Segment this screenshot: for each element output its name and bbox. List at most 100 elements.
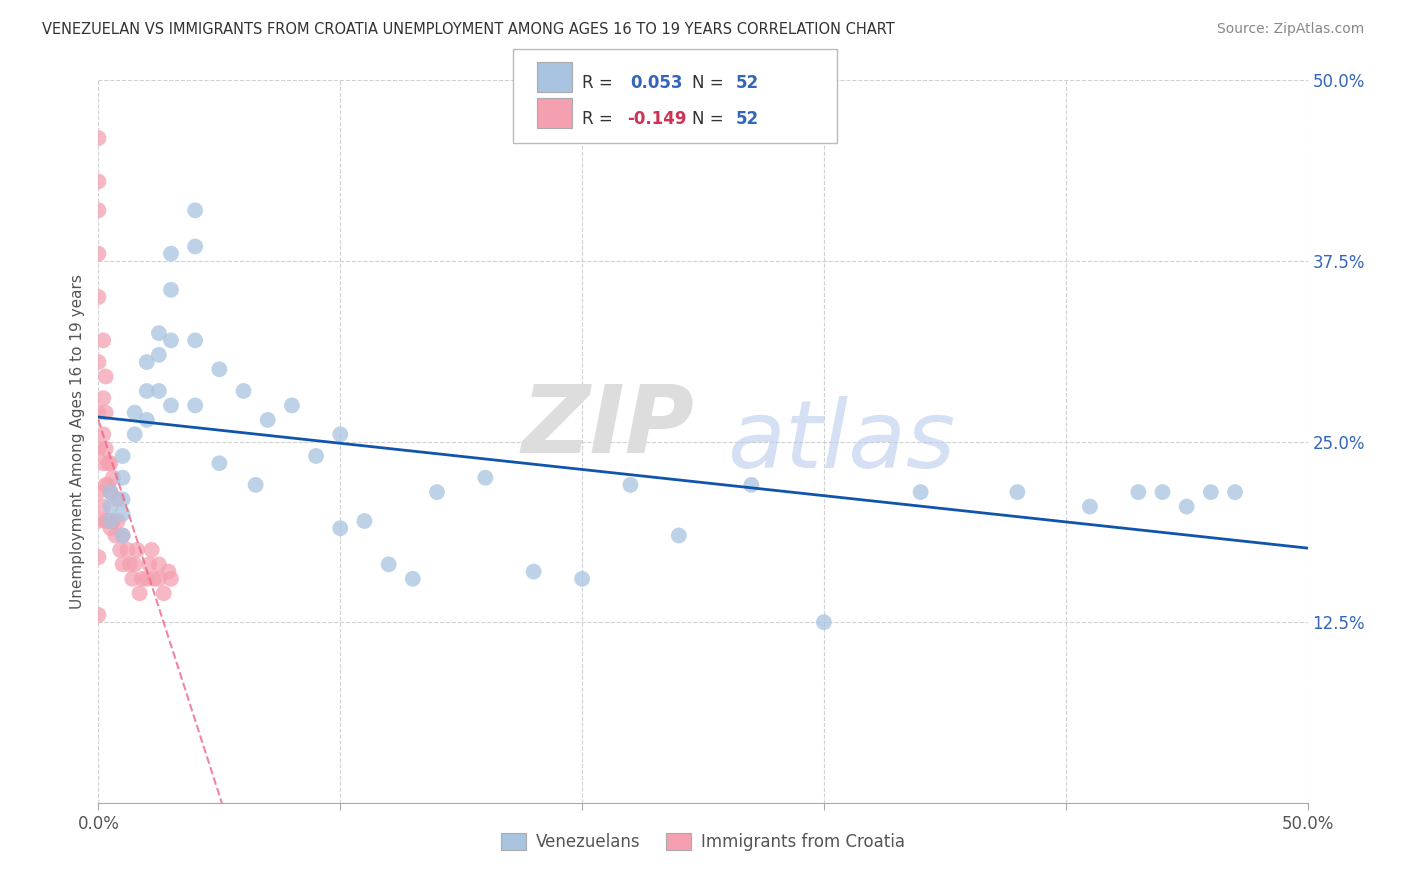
Text: ZIP: ZIP <box>522 381 695 473</box>
Point <box>87 290 110 304</box>
Point <box>100 456 122 470</box>
Point <box>87 514 110 528</box>
Point <box>1007 485 1029 500</box>
Point <box>141 542 163 557</box>
Point <box>117 542 139 557</box>
Point <box>813 615 835 630</box>
Point <box>135 413 157 427</box>
Point <box>329 521 352 535</box>
Point <box>148 572 170 586</box>
Point <box>107 492 129 507</box>
Point <box>94 369 117 384</box>
Point <box>148 326 170 340</box>
Point <box>152 586 174 600</box>
Point <box>118 558 141 572</box>
Point <box>329 427 352 442</box>
Text: R =: R = <box>582 110 623 128</box>
Point <box>87 355 110 369</box>
Point <box>94 478 117 492</box>
Point <box>184 239 207 253</box>
Point <box>377 558 399 572</box>
Text: 52: 52 <box>735 110 758 128</box>
Point <box>668 528 690 542</box>
Point <box>104 528 127 542</box>
Point <box>281 398 304 412</box>
Point <box>108 542 131 557</box>
Text: N =: N = <box>692 74 728 92</box>
Point <box>91 391 114 405</box>
Point <box>740 478 762 492</box>
Legend: Venezuelans, Immigrants from Croatia: Venezuelans, Immigrants from Croatia <box>494 825 912 860</box>
Point <box>523 565 546 579</box>
Point <box>148 384 170 398</box>
Point <box>107 514 129 528</box>
Point <box>256 413 278 427</box>
Point <box>100 500 122 514</box>
Point <box>135 384 157 398</box>
Point <box>128 586 150 600</box>
Point <box>97 456 120 470</box>
Point <box>135 572 157 586</box>
Point <box>184 398 207 412</box>
Point <box>474 470 496 484</box>
Point <box>87 246 110 260</box>
Point <box>111 528 134 542</box>
Point <box>87 442 110 456</box>
Point <box>111 470 134 484</box>
Point <box>124 558 146 572</box>
Point <box>87 174 110 188</box>
Point <box>121 572 143 586</box>
Point <box>100 485 122 500</box>
Point <box>148 348 170 362</box>
Text: 52: 52 <box>735 74 758 92</box>
Point <box>131 572 153 586</box>
Point <box>91 334 114 348</box>
Point <box>138 558 160 572</box>
Point <box>232 384 254 398</box>
Point <box>1223 485 1246 500</box>
Text: N =: N = <box>692 110 728 128</box>
Point <box>100 485 122 500</box>
Point <box>208 362 231 376</box>
Point <box>305 449 328 463</box>
Point <box>184 203 207 218</box>
Point <box>160 283 183 297</box>
Point <box>160 334 183 348</box>
Point <box>94 514 117 528</box>
Point <box>100 514 122 528</box>
Point <box>353 514 375 528</box>
Point <box>143 572 166 586</box>
Point <box>245 478 267 492</box>
Text: atlas: atlas <box>727 396 956 487</box>
Point <box>111 528 134 542</box>
Point <box>100 521 122 535</box>
Point <box>160 572 183 586</box>
Text: 0.053: 0.053 <box>630 74 682 92</box>
Point <box>1128 485 1150 500</box>
Point <box>127 542 149 557</box>
Point <box>1199 485 1222 500</box>
Point <box>87 131 110 145</box>
Point <box>87 607 110 622</box>
Point <box>402 572 425 586</box>
Point <box>148 558 170 572</box>
Point <box>94 442 117 456</box>
Point <box>87 406 110 420</box>
Point <box>111 492 134 507</box>
Point <box>160 398 183 412</box>
Point <box>91 500 114 514</box>
Point <box>111 558 134 572</box>
Point <box>101 514 124 528</box>
Point <box>571 572 593 586</box>
Point <box>135 355 157 369</box>
Point <box>94 406 117 420</box>
Point <box>111 449 134 463</box>
Point <box>91 456 114 470</box>
Point <box>619 478 641 492</box>
Y-axis label: Unemployment Among Ages 16 to 19 years: Unemployment Among Ages 16 to 19 years <box>69 274 84 609</box>
Point <box>157 565 180 579</box>
Point <box>124 406 146 420</box>
Point <box>87 203 110 218</box>
Text: R =: R = <box>582 74 623 92</box>
Text: -0.149: -0.149 <box>627 110 686 128</box>
